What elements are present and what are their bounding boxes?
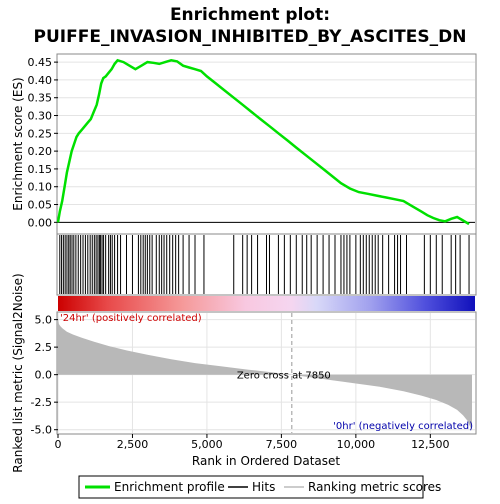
- ranked-tick-label: -2.5: [31, 396, 52, 409]
- ranking-color-bar: [58, 296, 475, 311]
- enrichment-profile-line: [56, 58, 470, 226]
- es-tick-label: 0.15: [28, 163, 53, 176]
- ranked-tick-label: 2.5: [35, 341, 53, 354]
- ranked-tick-label: 5.0: [35, 314, 53, 327]
- es-y-axis-label: Enrichment score (ES): [11, 77, 25, 210]
- es-tick-label: 0.25: [28, 127, 53, 140]
- legend-enrichment-label: Enrichment profile: [114, 480, 225, 494]
- legend-box: [78, 475, 424, 499]
- ranked-y-axis-label: Ranked list metric (Signal2Noise): [11, 273, 25, 472]
- rank-x-ticks: 0 2,500 5,000 7,500 10,000 12,500: [55, 434, 450, 451]
- x-tick-label: 10,000: [337, 438, 376, 451]
- chart-title-line2: PUIFFE_INVASION_INHIBITED_BY_ASCITES_DN: [34, 27, 467, 47]
- legend-ranking-label: Ranking metric scores: [308, 480, 441, 494]
- ranked-y-ticks: -5.0 -2.5 0.0 2.5 5.0: [31, 314, 58, 437]
- es-tick-label: 0.30: [28, 110, 53, 123]
- es-tick-label: 0.20: [28, 145, 53, 158]
- hit-lines: [59, 235, 470, 294]
- es-tick-label: 0.10: [28, 181, 53, 194]
- ranking-color-gradient: [58, 296, 475, 311]
- es-tick-label: 0.05: [28, 199, 53, 212]
- es-y-ticks: 0.00 0.05 0.10 0.15 0.20 0.25 0.30 0.35 0.40 0.45: [28, 56, 58, 229]
- ranked-tick-label: -5.0: [31, 424, 52, 437]
- es-panel: 0.00 0.05 0.10 0.15 0.20 0.25 0.30 0.35 0.40 0.45…: [11, 53, 477, 235]
- positive-correlation-label: '24hr' (positively correlated): [60, 313, 202, 324]
- legend: Enrichment profile Hits Ranking metric s…: [78, 475, 441, 499]
- x-tick-label: 7,500: [266, 438, 298, 451]
- hits-panel: [56, 233, 477, 296]
- es-tick-label: 0.40: [28, 74, 53, 87]
- x-axis-label: Rank in Ordered Dataset: [192, 454, 340, 468]
- es-tick-label: 0.45: [28, 56, 53, 69]
- zero-cross-label: Zero cross at 7850: [237, 371, 331, 382]
- x-tick-label: 12,500: [411, 438, 450, 451]
- x-tick-label: 2,500: [117, 438, 149, 451]
- es-tick-label: 0.00: [28, 216, 53, 229]
- chart-title-line1: Enrichment plot:: [170, 5, 330, 25]
- negative-correlation-label: '0hr' (negatively correlated): [333, 421, 473, 432]
- es-tick-label: 0.35: [28, 92, 53, 105]
- x-tick-label: 5,000: [191, 438, 223, 451]
- ranked-tick-label: 0.0: [35, 369, 53, 382]
- x-tick-label: 0: [55, 438, 62, 451]
- legend-hits-label: Hits: [252, 480, 275, 494]
- ranked-metric-panel: -5.0 -2.5 0.0 2.5 5.0 0 2,500 5,000 7,500 10,000…: [11, 273, 477, 473]
- ranking-metric-area: [58, 318, 472, 431]
